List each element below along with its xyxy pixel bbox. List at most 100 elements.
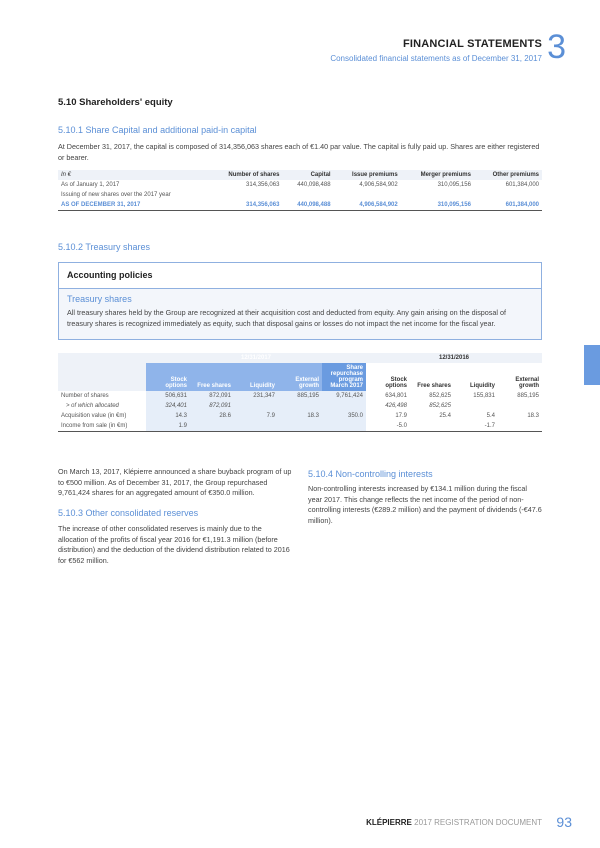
table-cell: As of January 1, 2017 — [61, 182, 120, 188]
table-cell: 4,906,584,902 — [359, 182, 398, 188]
subsection-title: 5.10.4 Non-controlling interests — [308, 469, 433, 479]
header-title: FINANCIAL STATEMENTS — [402, 38, 542, 50]
table-cell: 18.3 — [527, 413, 539, 419]
table-cell: Income from sale (in €m) — [61, 423, 128, 429]
table-cell: 1.9 — [146, 421, 190, 432]
table-cell: Free shares — [190, 363, 234, 391]
table-row: As of January 1, 2017 314,356,063 440,098,… — [58, 180, 542, 190]
subsection-title: 5.10.3 Other consolidated reserves — [58, 508, 199, 518]
header-subtitle: Consolidated financial statements as of … — [330, 54, 542, 63]
footer: KLÉPIERRE 2017 REGISTRATION DOCUMENT — [366, 818, 542, 827]
table-cell: 852,625 — [429, 403, 451, 409]
table-cell: 14.3 — [146, 411, 190, 421]
subsection-title: 5.10.2 Treasury shares — [58, 242, 151, 252]
table-cell: > of which allocated — [66, 403, 119, 409]
table-cell: 440,098,488 — [297, 202, 331, 208]
table-cell: 7.9 — [234, 411, 278, 421]
table-cell: Stock options — [385, 377, 407, 389]
table-cell: Liquidity — [234, 363, 278, 391]
table-cell — [498, 401, 542, 411]
table-cell: 231,347 — [234, 391, 278, 401]
table-cell: AS OF DECEMBER 31, 2017 — [61, 202, 141, 208]
table-cell: 506,631 — [146, 391, 190, 401]
table-cell — [474, 190, 542, 200]
table-row: Number of shares 506,631 872,091 231,347 885… — [58, 391, 542, 401]
table-cell: 5.4 — [486, 413, 495, 419]
table-cell: Acquisition value (in €m) — [61, 413, 127, 419]
table-cell: Stock options — [146, 363, 190, 391]
table-cell: External growth — [515, 377, 539, 389]
table-cell: -1.7 — [484, 423, 495, 429]
chapter-tab — [584, 345, 600, 385]
table-cell — [498, 421, 542, 432]
paragraph: On March 13, 2017, Klépierre announced a… — [58, 467, 292, 497]
table-cell: 17.9 — [395, 413, 407, 419]
table-cell — [190, 421, 234, 432]
table-cell: 426,498 — [385, 403, 407, 409]
box-text: All treasury shares held by the Group ar… — [67, 308, 506, 328]
table-cell: 25.4 — [439, 413, 451, 419]
period-2016: 12/31/2016 — [366, 353, 542, 363]
table-cell: 310,095,156 — [437, 202, 471, 208]
table-cell — [278, 401, 322, 411]
table-cell: 885,195 — [517, 393, 539, 399]
table-cell: Liquidity — [470, 383, 495, 389]
page-number: 93 — [556, 814, 572, 830]
table-cell: 350.0 — [322, 411, 366, 421]
table-cell: 872,091 — [190, 391, 234, 401]
table-cell: Number of shares — [228, 172, 280, 178]
table-cell: 440,098,488 — [297, 182, 331, 188]
table-cell: Other premiums — [492, 172, 539, 178]
table-cell: Issuing of new shares over the 2017 year — [61, 192, 171, 198]
table-cell: 634,801 — [385, 393, 407, 399]
table-cell — [401, 190, 474, 200]
table-cell: Number of shares — [61, 393, 109, 399]
table-cell: 314,356,063 — [246, 182, 280, 188]
subsection-title: 5.10.1 Share Capital and additional paid… — [58, 125, 257, 135]
box-title: Accounting policies — [59, 263, 541, 289]
table-cell — [454, 401, 498, 411]
table-cell: Free shares — [417, 383, 451, 389]
table-cell — [208, 190, 282, 200]
table-cell: Issue premiums — [352, 172, 398, 178]
table-cell — [278, 421, 322, 432]
table-cell: 852,625 — [429, 393, 451, 399]
total-row: AS OF DECEMBER 31, 2017 314,356,063 440,09… — [58, 200, 542, 211]
chapter-number: 3 — [547, 28, 566, 66]
table-cell: Capital — [310, 172, 331, 178]
table-cell — [234, 401, 278, 411]
table-cell: 310,095,156 — [437, 182, 471, 188]
table-cell — [322, 421, 366, 432]
table-cell: In € — [61, 172, 72, 178]
table-cell: 18.3 — [278, 411, 322, 421]
table-row: Income from sale (in €m) 1.9 -5.0 -1.7 — [58, 421, 542, 432]
accounting-policies-box: Accounting policies Treasury shares All … — [58, 262, 542, 340]
table-cell: 9,761,424 — [322, 391, 366, 401]
table-cell: 601,384,000 — [505, 202, 539, 208]
table-cell: External growth — [278, 363, 322, 391]
table-cell: 885,195 — [278, 391, 322, 401]
table-cell: 314,356,063 — [246, 202, 280, 208]
table-cell: 4,906,584,902 — [359, 202, 398, 208]
table-cell — [334, 190, 401, 200]
table-cell: 155,831 — [473, 393, 495, 399]
table-cell — [282, 190, 333, 200]
paragraph: At December 31, 2017, the capital is com… — [58, 142, 540, 162]
treasury-shares-table: 12/31/2017 12/31/2016 Stock options Free s… — [58, 353, 542, 432]
table-cell: Merger premiums — [420, 172, 471, 178]
table-cell: Share repurchase program March 2017 — [322, 363, 366, 391]
paragraph: The increase of other consolidated reser… — [58, 524, 290, 565]
section-title: 5.10 Shareholders' equity — [58, 97, 173, 108]
table-cell — [410, 421, 454, 432]
share-capital-table: In € Number of shares Capital Issue premium… — [58, 170, 542, 211]
table-cell: 601,384,000 — [505, 182, 539, 188]
paragraph: Non-controlling interests increased by €… — [308, 484, 542, 525]
table-cell: 324,401 — [146, 401, 190, 411]
table-cell — [234, 421, 278, 432]
table-cell: 28.6 — [190, 411, 234, 421]
box-subtitle: Treasury shares — [67, 294, 132, 304]
table-cell — [322, 401, 366, 411]
document-name: 2017 REGISTRATION DOCUMENT — [414, 818, 542, 827]
table-row: Issuing of new shares over the 2017 year — [58, 190, 542, 200]
table-row: > of which allocated 324,401 872,091 426,49… — [58, 401, 542, 411]
